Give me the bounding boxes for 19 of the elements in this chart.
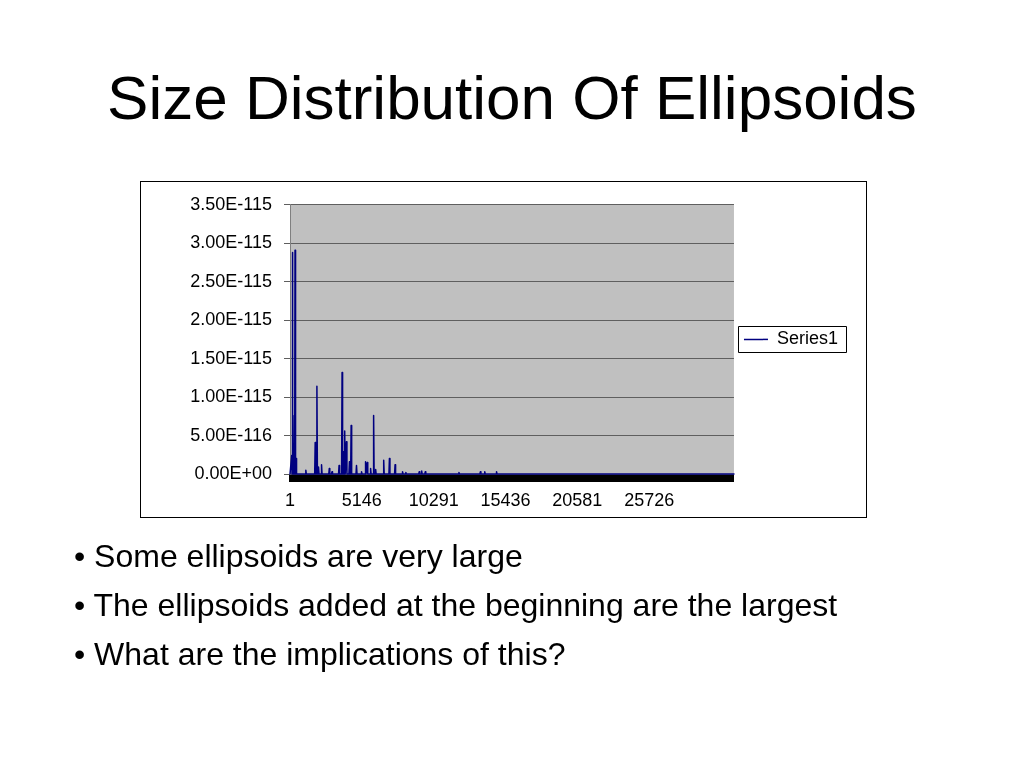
y-tick-label: 5.00E-116 (190, 424, 272, 445)
x-tick-label: 10291 (408, 489, 459, 510)
x-tick-label: 20581 (552, 489, 603, 510)
text: • Some ellipsoids are very large (74, 537, 524, 576)
y-tick-label: 2.00E-115 (190, 309, 272, 330)
chart-title: Size Distribution Of Ellipsoids (106, 63, 918, 132)
y-tick-label: 3.50E-115 (190, 193, 272, 214)
x-tick-label: 25726 (624, 489, 675, 510)
y-tick-label: 1.00E-115 (190, 386, 272, 407)
y-tick-label: 0.00E+00 (194, 462, 272, 483)
x-tick-label: 15436 (480, 489, 531, 510)
text: • What are the implications of this? (74, 635, 567, 674)
x-tick-label: 5146 (341, 489, 382, 510)
legend-label: Series1 (776, 328, 838, 349)
y-tick-label: 2.50E-115 (190, 270, 272, 291)
x-tick-label: 1 (284, 489, 296, 510)
y-tick-label: 3.00E-115 (190, 232, 272, 253)
y-tick-label: 1.50E-115 (190, 347, 272, 368)
text: • The ellipsoids added at the beginning are the largest (74, 586, 838, 625)
